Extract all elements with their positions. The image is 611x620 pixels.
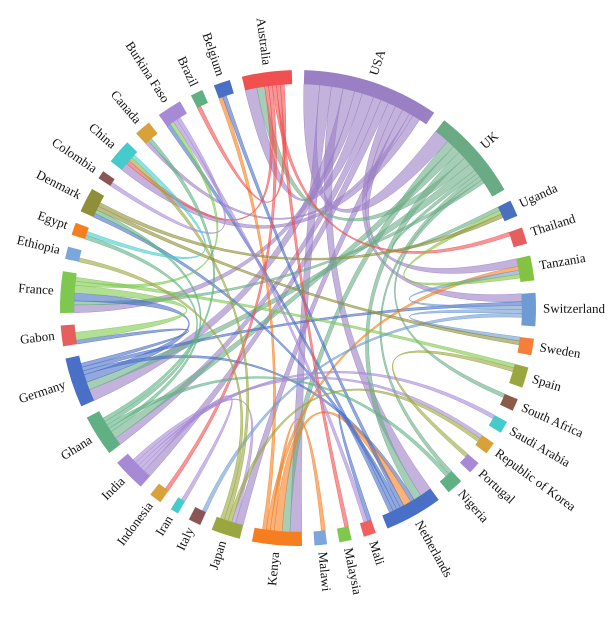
group-arc	[336, 526, 352, 543]
group-label: Portugal	[476, 466, 519, 507]
group-label: Ghana	[58, 432, 95, 463]
group-label: France	[18, 280, 55, 297]
group-arc	[459, 453, 479, 473]
ribbon	[73, 179, 485, 306]
group-label: Mali	[366, 539, 388, 567]
group-arc	[59, 271, 77, 314]
group-label: Egypt	[36, 208, 71, 233]
group-label: Belgium	[200, 31, 229, 78]
group-label: Sweden	[539, 339, 583, 361]
group-label: Canada	[108, 87, 145, 126]
group-arc	[65, 355, 95, 407]
group-arc	[71, 222, 89, 240]
group-label: Malawi	[315, 551, 334, 592]
group-arc	[110, 142, 138, 170]
group-arc	[435, 120, 505, 197]
group-label: Netherlands	[412, 518, 456, 580]
group-label: Burkina Faso	[123, 38, 173, 105]
group-arc	[98, 171, 115, 186]
group-arc	[516, 255, 535, 283]
ribbon	[403, 210, 521, 286]
group-arc	[439, 471, 462, 493]
group-label: Iran	[152, 512, 176, 538]
ribbon	[106, 376, 450, 477]
group-arc	[497, 200, 518, 222]
ribbons	[73, 83, 523, 533]
group-arc	[521, 292, 536, 327]
group-arc	[117, 453, 150, 487]
group-label: Malaysia	[341, 546, 365, 596]
group-label: China	[86, 120, 119, 152]
group-label: Uganda	[517, 180, 560, 211]
group-label: Germany	[17, 376, 68, 406]
group-label: Italy	[173, 524, 197, 552]
group-arc	[213, 79, 234, 99]
group-arc	[509, 364, 529, 388]
group-label: Colombia	[49, 135, 100, 176]
group-arc	[313, 530, 328, 546]
group-label: Ethiopia	[15, 232, 62, 257]
group-arc	[158, 101, 187, 127]
group-label: Brazil	[175, 54, 202, 89]
group-arc	[211, 516, 244, 539]
group-arc	[488, 415, 507, 433]
group-arc	[86, 411, 121, 454]
group-arc	[508, 227, 528, 248]
group-arc	[65, 246, 82, 262]
group-arc	[382, 488, 439, 529]
group-arc	[359, 519, 376, 537]
group-arc	[517, 337, 534, 356]
ribbon	[408, 269, 523, 310]
group-label: UK	[477, 128, 501, 152]
group-arc	[60, 324, 77, 347]
group-label: Tanzania	[538, 250, 587, 273]
ribbon	[256, 86, 471, 222]
group-arc	[188, 507, 206, 525]
group-label: Kenya	[264, 551, 282, 586]
group-arc	[80, 188, 105, 217]
group-arc	[150, 483, 169, 503]
group-label: USA	[366, 47, 389, 77]
group-label: Spain	[531, 371, 564, 394]
group-label: Australia	[253, 17, 274, 66]
group-arc	[136, 122, 158, 144]
group-label: Switzerland	[543, 301, 606, 316]
group-label: Gabon	[19, 328, 56, 347]
ribbon	[222, 95, 405, 508]
group-label: Denmark	[34, 167, 84, 203]
group-arc	[475, 435, 494, 454]
group-label: Thailand	[529, 210, 578, 239]
group-arc	[500, 393, 518, 411]
ribbon	[98, 202, 504, 261]
group-label: Japan	[206, 538, 229, 571]
group-arc	[251, 527, 303, 547]
group-arc	[241, 70, 293, 91]
ribbon	[74, 284, 188, 341]
group-label: Indonesia	[114, 499, 156, 549]
group-label: India	[98, 473, 128, 503]
group-arc	[190, 90, 208, 108]
group-label: Nigeria	[455, 486, 492, 525]
group-arc	[303, 70, 435, 125]
group-arc	[170, 497, 186, 514]
